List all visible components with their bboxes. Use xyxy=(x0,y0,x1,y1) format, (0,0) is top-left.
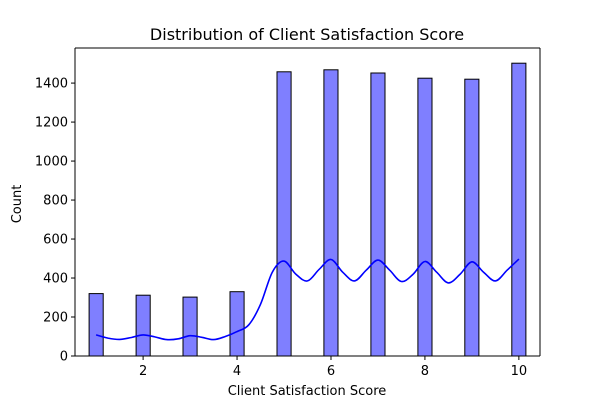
y-tick-label-600: 600 xyxy=(43,233,68,248)
y-tick-label-1000: 1000 xyxy=(35,155,68,170)
x-axis-label: Client Satisfaction Score xyxy=(228,384,387,399)
kde-line xyxy=(95,258,520,341)
x-tick-label-4: 4 xyxy=(233,364,241,379)
histogram-bar-1 xyxy=(88,293,104,357)
histogram-bar-2 xyxy=(135,294,151,357)
chart-title: Distribution of Client Satisfaction Scor… xyxy=(150,25,464,44)
y-tick-label-0: 0 xyxy=(60,350,68,365)
y-tick-label-1400: 1400 xyxy=(35,77,68,92)
y-tick-label-1200: 1200 xyxy=(35,116,68,131)
axes-group: 2 4 6 8 10 0 200 400 600 800 1000 1200 1400 xyxy=(35,47,541,379)
x-tick-label-6: 6 xyxy=(327,364,335,379)
histogram-bar-6 xyxy=(323,69,339,357)
y-tick-label-400: 400 xyxy=(43,272,68,287)
histogram-bar-9 xyxy=(464,78,480,357)
kde-group xyxy=(95,258,520,341)
histogram-bar-3 xyxy=(182,296,198,357)
x-tick-label-10: 10 xyxy=(511,364,528,379)
x-tick-label-8: 8 xyxy=(421,364,429,379)
y-tick-label-200: 200 xyxy=(43,311,68,326)
y-tick-label-800: 800 xyxy=(43,194,68,209)
x-tick-label-2: 2 xyxy=(139,364,147,379)
bars-group xyxy=(88,62,527,357)
y-axis-label: Count xyxy=(10,185,25,224)
histogram-bar-5 xyxy=(276,71,292,357)
histogram-bar-4 xyxy=(229,291,245,357)
histogram-bar-10 xyxy=(511,62,527,357)
histogram-bar-7 xyxy=(370,72,386,357)
histogram-bar-8 xyxy=(417,77,433,357)
